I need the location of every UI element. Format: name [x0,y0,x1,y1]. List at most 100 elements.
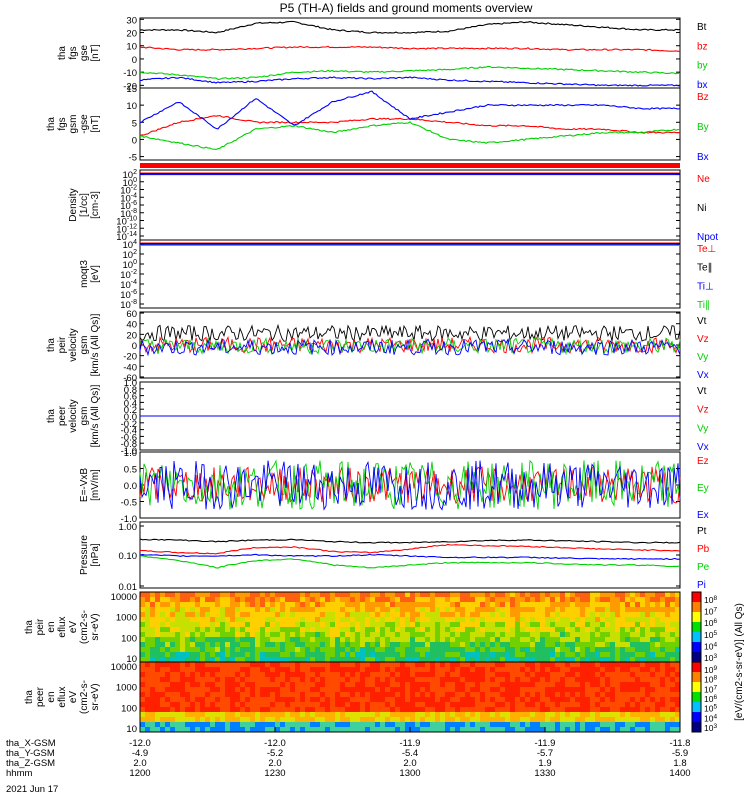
heatmap-cell [630,592,636,598]
heatmap-cell [195,637,201,643]
heatmap-cell [185,687,191,693]
heatmap-cell [335,597,341,603]
heatmap-cell [475,727,481,733]
heatmap-cell [390,712,396,718]
series-bx [139,76,681,87]
heatmap-cell [420,657,426,663]
heatmap-cell [300,647,306,653]
heatmap-cell [435,647,441,653]
legend-bz: Bz [697,92,709,103]
heatmap-cell [400,627,406,633]
heatmap-cell [285,592,291,598]
heatmap-cell [215,672,221,678]
heatmap-cell [445,617,451,623]
legend-pb: Pb [697,544,710,555]
y-tick-label: 0 [132,135,137,146]
tick-exp: 7 [713,684,717,691]
heatmap-cell [210,662,216,668]
heatmap-cell [320,712,326,718]
heatmap-cell [475,597,481,603]
tick-base: 10 [120,201,131,212]
heatmap-cell [310,652,316,658]
heatmap-cell [550,657,556,663]
heatmap-cell [580,692,586,698]
heatmap-cell [520,662,526,668]
heatmap-cell [565,697,571,703]
heatmap-cell [150,692,156,698]
heatmap-cell [445,707,451,713]
heatmap-cell [580,697,586,703]
heatmap-cell [300,717,306,723]
heatmap-cell [160,657,166,663]
heatmap-cell [185,592,191,598]
heatmap-cell [250,712,256,718]
heatmap-cell [190,607,196,613]
heatmap-cell [230,652,236,658]
heatmap-cell [170,672,176,678]
heatmap-cell [165,622,171,628]
heatmap-cell [195,677,201,683]
heatmap-cell [350,662,356,668]
heatmap-cell [430,667,436,673]
heatmap-cell [160,712,166,718]
heatmap-cell [335,617,341,623]
heatmap-cell [300,662,306,668]
heatmap-cell [315,722,321,728]
y-axis-label: E=-VxB [79,468,90,503]
heatmap-cell [445,667,451,673]
heatmap-cell [435,682,441,688]
heatmap-cell [465,592,471,598]
heatmap-cell [435,632,441,638]
heatmap-cell [280,672,286,678]
heatmap-cell [490,637,496,643]
heatmap-cell [325,647,331,653]
heatmap-cell [660,662,666,668]
colorbar-label: [eV/(cm2-s-sr-eV)] (All Qs) [734,603,745,721]
heatmap-cell [655,627,661,633]
heatmap-cell [285,722,291,728]
heatmap-cell [380,722,386,728]
heatmap-cell [230,592,236,598]
heatmap-cell [555,692,561,698]
heatmap-cell [375,707,381,713]
heatmap-cell [170,607,176,613]
heatmap-cell [415,717,421,723]
tick-exp: -10 [127,216,137,223]
heatmap-cell [190,677,196,683]
heatmap-cell [625,637,631,643]
heatmap-cell [550,662,556,668]
heatmap-cell [375,697,381,703]
x-tick-label: -12.0 [129,738,151,749]
heatmap-cell [240,712,246,718]
heatmap-cell [415,697,421,703]
heatmap-cell [345,677,351,683]
heatmap-cell [305,727,311,733]
heatmap-cell [205,712,211,718]
heatmap-cell [555,722,561,728]
heatmap-cell [575,697,581,703]
heatmap-cell [235,647,241,653]
heatmap-cell [475,647,481,653]
heatmap-cell [325,622,331,628]
tick-base: 10 [704,618,714,628]
heatmap-cell [525,647,531,653]
heatmap-cell [500,617,506,623]
heatmap-cell [390,617,396,623]
heatmap-cell [620,622,626,628]
heatmap-cell [240,717,246,723]
heatmap-cell [240,727,246,733]
heatmap-cell [280,602,286,608]
heatmap-cell [410,592,416,598]
heatmap-cell [475,662,481,668]
heatmap-cell [365,682,371,688]
heatmap-cell [280,727,286,733]
heatmap-cell [155,602,161,608]
heatmap-cell [670,642,676,648]
heatmap-cell [140,712,146,718]
heatmap-cell [440,687,446,693]
heatmap-cell [180,717,186,723]
y-tick-label: 10-6 [120,289,137,301]
heatmap-cell [155,692,161,698]
heatmap-cell [550,667,556,673]
